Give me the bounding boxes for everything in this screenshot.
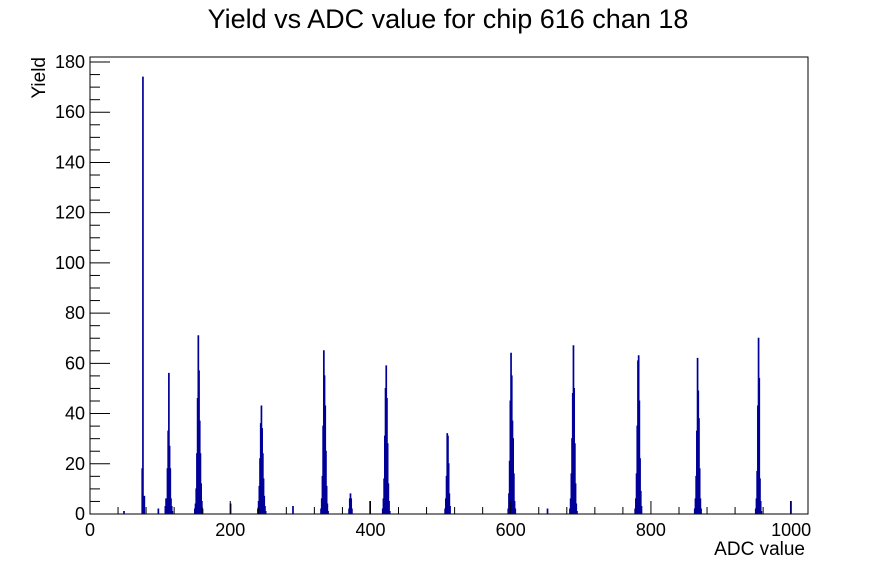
histogram-bin xyxy=(576,510,578,514)
y-axis-ticks: 0 20 40 60 80 100 120 140 160 180 xyxy=(55,52,110,524)
histogram-bin xyxy=(169,468,172,514)
histogram-bin xyxy=(387,483,390,514)
histogram-bin xyxy=(157,508,160,514)
histogram-bin xyxy=(698,418,700,514)
y-tick-label: 140 xyxy=(55,152,85,172)
x-tick-label: 800 xyxy=(636,520,666,540)
histogram-bin xyxy=(142,76,144,514)
histogram-bin xyxy=(513,473,515,514)
histogram-bin xyxy=(388,500,390,514)
histogram-bin xyxy=(638,400,641,514)
y-tick-label: 120 xyxy=(55,203,85,223)
histogram-bin xyxy=(575,503,578,514)
y-tick-label: 160 xyxy=(55,102,85,122)
x-tick-label: 600 xyxy=(496,520,526,540)
histogram-bin xyxy=(292,505,294,514)
histogram-bin xyxy=(574,443,576,514)
histogram-bin xyxy=(350,498,353,514)
y-tick-label: 0 xyxy=(75,504,85,524)
histogram-bin xyxy=(351,508,353,514)
y-tick-label: 80 xyxy=(65,303,85,323)
histogram-bin xyxy=(447,463,450,514)
histogram-bin xyxy=(325,485,328,514)
x-tick-label: 0 xyxy=(85,520,95,540)
histogram-bin xyxy=(325,450,327,514)
histogram-bin xyxy=(640,505,643,514)
histogram-bin xyxy=(123,510,125,514)
histogram-bin xyxy=(388,510,391,514)
histogram-bin xyxy=(758,377,761,514)
histogram-bin xyxy=(143,495,146,514)
histogram-bin xyxy=(639,490,642,514)
x-tick-label: 200 xyxy=(215,520,245,540)
histogram-bin xyxy=(449,505,451,514)
histogram-bin xyxy=(639,458,641,514)
x-tick-label: 1000 xyxy=(771,520,811,540)
histogram-bin xyxy=(513,500,516,514)
histogram-bin xyxy=(448,493,451,514)
y-tick-label: 180 xyxy=(55,52,85,72)
histogram-bin xyxy=(386,443,389,514)
y-tick-label: 60 xyxy=(65,353,85,373)
histogram-bin xyxy=(200,483,202,514)
histogram-bin xyxy=(698,468,701,514)
y-tick-label: 20 xyxy=(65,454,85,474)
histogram-bin xyxy=(700,508,702,514)
chart-title: Yield vs ADC value for chip 616 chan 18 xyxy=(208,4,689,34)
histogram-bin xyxy=(760,510,763,514)
histogram-bin xyxy=(326,503,329,514)
x-axis-label: ADC value xyxy=(714,539,805,560)
y-axis-label: Yield xyxy=(29,57,50,99)
histogram-bin xyxy=(546,508,549,514)
histogram-bin xyxy=(171,510,174,514)
histogram-bin xyxy=(327,510,329,514)
y-tick-label: 40 xyxy=(65,404,85,424)
y-tick-label: 100 xyxy=(55,253,85,273)
histogram-bin xyxy=(168,372,170,514)
histogram-bin xyxy=(264,510,267,514)
histogram-bin xyxy=(514,508,517,514)
histogram-bin xyxy=(574,483,577,514)
histogram-bin xyxy=(699,498,702,514)
x-axis-ticks: 0 200 400 600 800 1000 xyxy=(85,501,811,540)
histogram-bin xyxy=(759,500,762,514)
histogram-bin xyxy=(170,505,173,514)
histogram-bars xyxy=(123,76,792,514)
histogram-bin xyxy=(263,495,266,514)
histogram-bin xyxy=(264,505,266,514)
histogram-bin xyxy=(759,478,761,514)
x-tick-label: 400 xyxy=(355,520,385,540)
